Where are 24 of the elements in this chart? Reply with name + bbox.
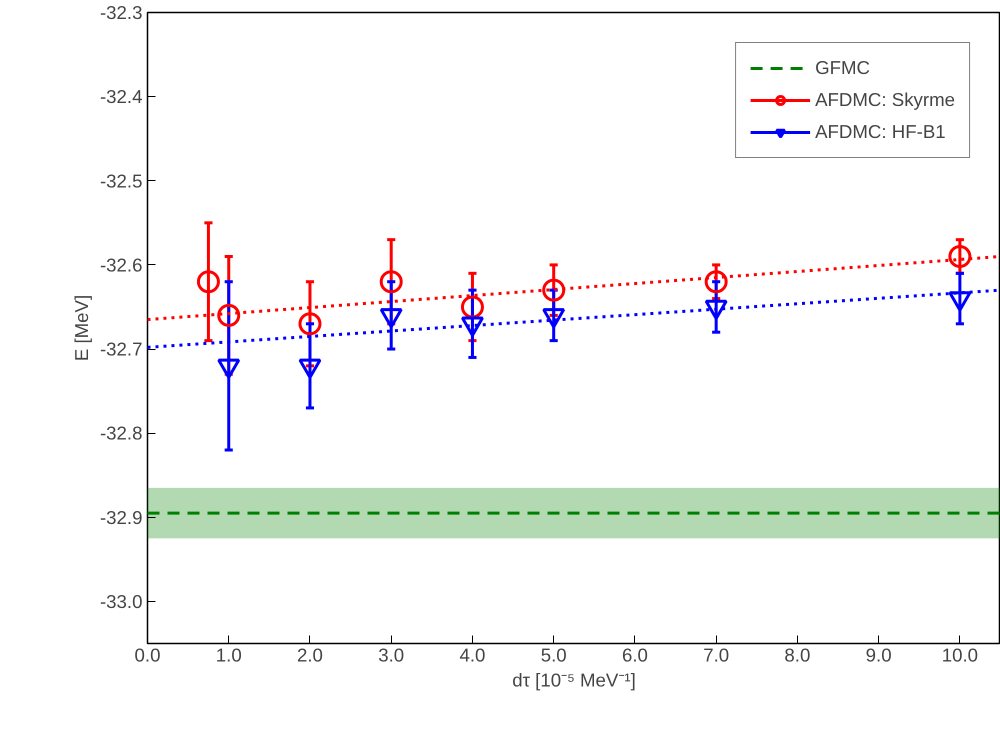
x-tick-label: 7.0 (703, 644, 730, 666)
y-tick-label: -32.3 (100, 2, 143, 23)
y-tick-label: -32.9 (100, 506, 143, 528)
y-tick-label: -32.6 (100, 254, 143, 276)
x-tick-label: 0.0 (134, 644, 160, 666)
x-tick-label: 2.0 (297, 644, 323, 666)
x-tick-label: 6.0 (622, 644, 648, 666)
legend-label: AFDMC: HF-B1 (815, 121, 946, 143)
legend-label: GFMC (815, 57, 870, 79)
x-axis-title: dτ [10⁻⁵ MeV⁻¹] (512, 670, 636, 690)
y-tick-label: -33.0 (100, 590, 143, 612)
x-tick-label: 3.0 (378, 644, 404, 666)
y-tick-label: -32.7 (100, 338, 143, 360)
y-tick-label: -32.4 (100, 86, 143, 108)
y-axis-title: E [MeV] (70, 294, 92, 362)
x-tick-label: 8.0 (784, 644, 810, 666)
x-tick-label: 10.0 (942, 644, 978, 666)
x-tick-label: 4.0 (459, 644, 486, 666)
x-tick-label: 1.0 (216, 644, 242, 666)
legend-label: AFDMC: Skyrme (815, 89, 955, 111)
y-tick-label: -32.8 (100, 422, 143, 444)
x-tick-label: 9.0 (866, 644, 892, 666)
y-tick-label: -32.5 (100, 170, 143, 192)
x-tick-label: 5.0 (540, 644, 567, 666)
